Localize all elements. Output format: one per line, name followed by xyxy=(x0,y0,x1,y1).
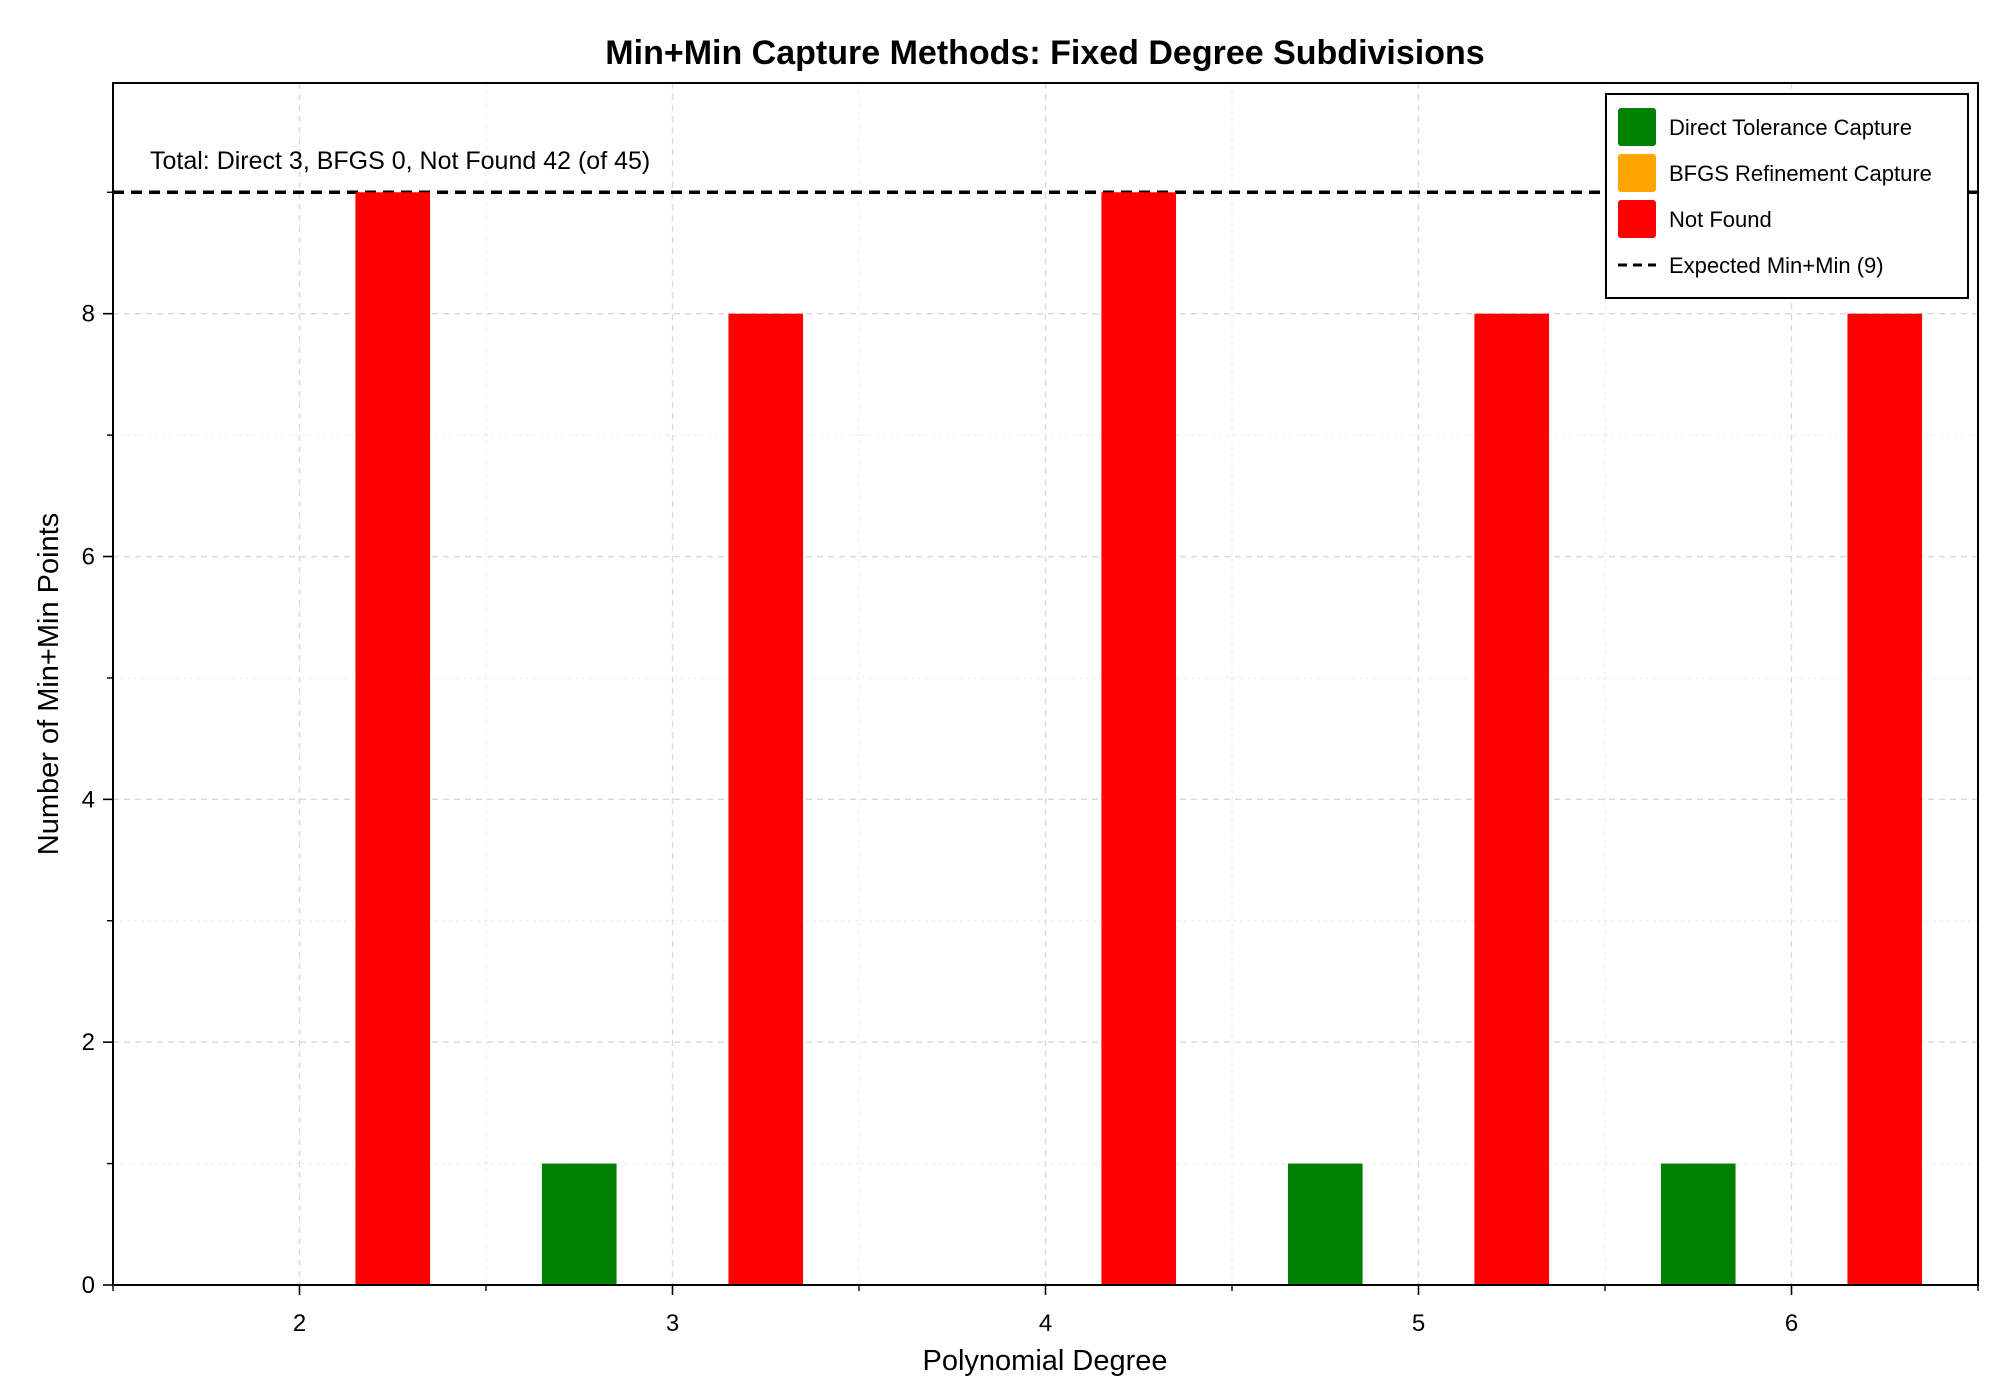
x-tick-label: 4 xyxy=(1039,1310,1052,1337)
bar-direct-tolerance-capture-degree-5 xyxy=(1287,1163,1363,1285)
x-tick-label: 3 xyxy=(666,1310,679,1337)
bar-not-found-degree-4 xyxy=(1101,192,1177,1286)
y-tick-label: 6 xyxy=(82,544,95,571)
axis-ticks: 2 3 4 5 6 0 2 4 6 8 xyxy=(82,191,1979,1337)
legend: Direct Tolerance Capture BFGS Refinement … xyxy=(1605,93,1969,299)
y-tick-label: 2 xyxy=(82,1029,95,1056)
legend-label: Direct Tolerance Capture xyxy=(1669,115,1912,140)
bars xyxy=(355,192,1923,1286)
y-tick-label: 8 xyxy=(82,301,95,328)
bar-not-found-degree-5 xyxy=(1474,313,1550,1285)
bar-not-found-degree-6 xyxy=(1847,313,1923,1285)
legend-label: BFGS Refinement Capture xyxy=(1669,161,1932,186)
legend-label: Not Found xyxy=(1669,207,1772,232)
y-tick-label: 4 xyxy=(82,786,95,813)
legend-box xyxy=(1605,93,1969,299)
legend-swatch xyxy=(1618,200,1656,238)
bar-not-found-degree-3 xyxy=(728,313,804,1285)
bar-direct-tolerance-capture-degree-6 xyxy=(1660,1163,1736,1285)
chart-title: Min+Min Capture Methods: Fixed Degree Su… xyxy=(605,34,1484,72)
legend-swatch xyxy=(1618,108,1656,146)
x-axis-label: Polynomial Degree xyxy=(922,1345,1167,1377)
bar-direct-tolerance-capture-degree-3 xyxy=(541,1163,617,1285)
x-tick-label: 2 xyxy=(293,1310,306,1337)
bar-not-found-degree-2 xyxy=(355,192,431,1286)
legend-swatch xyxy=(1618,154,1656,192)
legend-label: Expected Min+Min (9) xyxy=(1669,253,1884,278)
x-tick-label: 5 xyxy=(1412,1310,1425,1337)
x-tick-label: 6 xyxy=(1785,1310,1798,1337)
totals-annotation: Total: Direct 3, BFGS 0, Not Found 42 (o… xyxy=(150,147,650,175)
y-tick-label: 0 xyxy=(82,1272,95,1299)
y-axis-label: Number of Min+Min Points xyxy=(33,513,65,856)
